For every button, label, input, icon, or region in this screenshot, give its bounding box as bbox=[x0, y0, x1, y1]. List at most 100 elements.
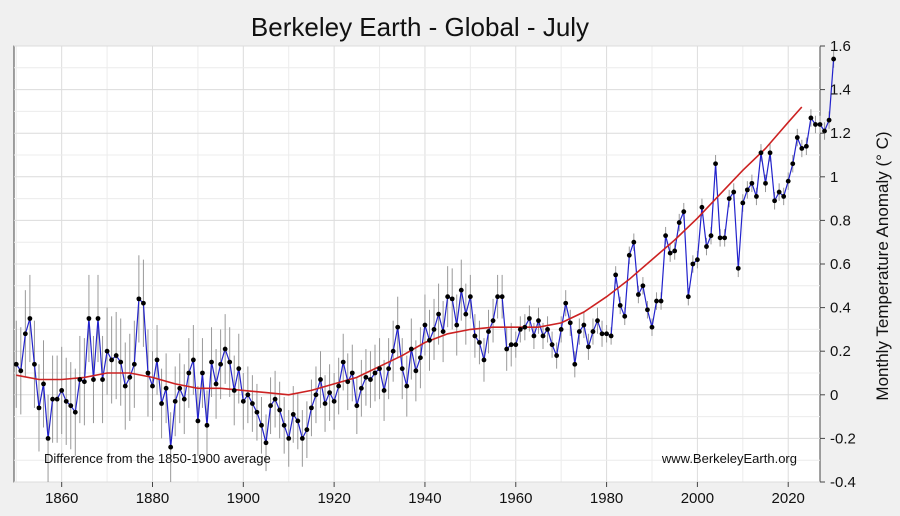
data-point bbox=[508, 342, 514, 348]
data-point bbox=[100, 377, 105, 382]
data-point bbox=[436, 311, 441, 317]
data-point bbox=[526, 316, 532, 321]
data-point bbox=[658, 298, 664, 304]
data-point bbox=[454, 322, 460, 328]
data-point bbox=[726, 196, 732, 202]
data-point bbox=[36, 405, 42, 411]
data-point bbox=[763, 180, 768, 186]
chart-title: Berkeley Earth - Global - July bbox=[251, 12, 589, 42]
y-tick-label: 1 bbox=[830, 169, 838, 186]
data-point bbox=[663, 233, 669, 239]
data-point bbox=[826, 117, 832, 123]
data-point bbox=[735, 265, 741, 271]
data-point bbox=[635, 292, 641, 297]
annual-points bbox=[13, 56, 837, 450]
data-point bbox=[336, 383, 342, 389]
data-point bbox=[708, 233, 714, 239]
data-point bbox=[109, 357, 115, 363]
x-tick-label: 1860 bbox=[45, 490, 78, 507]
data-point bbox=[91, 377, 96, 382]
data-point bbox=[268, 403, 273, 409]
data-point bbox=[595, 318, 600, 324]
data-point bbox=[118, 359, 124, 365]
data-point bbox=[554, 353, 560, 358]
data-point bbox=[522, 324, 528, 330]
x-tick-label: 1900 bbox=[227, 490, 260, 507]
data-point bbox=[790, 161, 796, 167]
data-point bbox=[95, 316, 101, 321]
data-point bbox=[722, 235, 728, 241]
data-point bbox=[209, 359, 214, 365]
data-point bbox=[145, 370, 151, 376]
y-tick-label: 1.4 bbox=[830, 82, 851, 99]
data-point bbox=[286, 436, 292, 441]
x-tick-label: 1960 bbox=[499, 490, 532, 507]
y-axis: -0.4 -0.2 0 0.2 0.4 0.6 0.8 1 1.2 1.4 1.6 bbox=[820, 38, 856, 491]
data-point bbox=[395, 324, 401, 330]
data-point bbox=[322, 401, 328, 406]
data-point bbox=[363, 374, 369, 380]
data-point bbox=[22, 331, 28, 337]
data-point bbox=[104, 348, 110, 354]
data-point bbox=[831, 56, 837, 62]
data-point bbox=[672, 248, 678, 254]
data-point bbox=[236, 366, 242, 372]
data-point bbox=[477, 340, 482, 345]
data-point bbox=[604, 331, 609, 337]
data-point bbox=[676, 220, 682, 225]
data-point bbox=[377, 366, 382, 372]
data-point bbox=[622, 313, 628, 319]
data-point bbox=[803, 143, 809, 149]
data-point bbox=[490, 318, 496, 324]
data-point bbox=[240, 398, 246, 404]
data-point bbox=[177, 385, 183, 391]
data-point bbox=[799, 146, 805, 151]
data-point bbox=[754, 194, 759, 199]
data-point bbox=[168, 444, 174, 450]
baseline-note: Difference from the 1850-1900 average bbox=[44, 451, 271, 466]
x-tick-label: 1980 bbox=[590, 490, 623, 507]
data-point bbox=[613, 272, 619, 278]
data-point bbox=[86, 316, 92, 321]
data-point bbox=[467, 294, 473, 300]
data-point bbox=[299, 436, 305, 441]
data-point bbox=[54, 396, 60, 402]
data-point bbox=[295, 418, 301, 424]
x-tick-label: 2000 bbox=[681, 490, 714, 507]
data-point bbox=[463, 311, 469, 317]
data-point bbox=[713, 161, 718, 167]
data-point bbox=[27, 316, 33, 321]
y-axis-label: Monthly Temperature Anomaly (° C) bbox=[873, 131, 892, 400]
data-point bbox=[386, 366, 392, 372]
data-point bbox=[313, 392, 319, 398]
data-point bbox=[150, 383, 155, 389]
y-tick-label: 0.2 bbox=[830, 343, 851, 360]
data-point bbox=[808, 115, 814, 121]
data-point bbox=[32, 361, 37, 367]
gridlines bbox=[14, 45, 820, 483]
data-point bbox=[186, 370, 192, 376]
data-point bbox=[222, 346, 228, 352]
y-tick-label: -0.2 bbox=[830, 430, 856, 447]
data-point bbox=[431, 327, 437, 332]
data-point bbox=[122, 383, 128, 389]
x-tick-label: 1940 bbox=[408, 490, 441, 507]
data-point bbox=[190, 357, 196, 363]
data-point bbox=[127, 374, 133, 380]
data-point bbox=[581, 322, 587, 328]
data-point bbox=[81, 379, 87, 385]
data-point bbox=[772, 198, 777, 204]
data-point bbox=[694, 257, 700, 263]
data-point bbox=[41, 381, 46, 387]
data-point bbox=[231, 388, 237, 393]
data-point bbox=[749, 180, 755, 186]
data-point bbox=[626, 252, 632, 258]
data-point bbox=[349, 370, 355, 376]
data-point bbox=[131, 361, 137, 367]
data-point bbox=[345, 379, 351, 385]
data-point bbox=[259, 422, 264, 428]
data-point bbox=[472, 333, 478, 339]
data-point bbox=[699, 204, 705, 210]
data-point bbox=[195, 418, 201, 424]
data-point bbox=[572, 361, 578, 367]
